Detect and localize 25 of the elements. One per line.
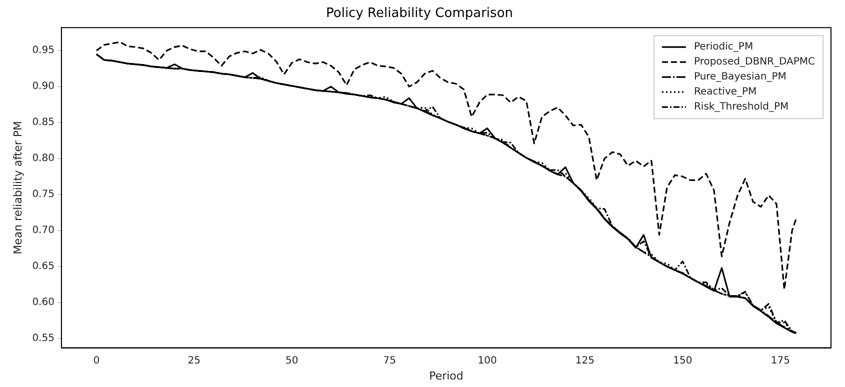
x-tick-label: 150 — [673, 355, 692, 366]
x-tick-label: 175 — [770, 355, 790, 366]
x-axis-title: Period — [429, 369, 464, 382]
y-tick-label: 0.90 — [32, 81, 54, 92]
y-tick-label: 0.60 — [32, 297, 54, 308]
y-axis-title: Mean reliability after PM — [11, 120, 24, 254]
x-tick-label: 25 — [188, 355, 201, 366]
y-tick-label: 0.65 — [32, 261, 54, 272]
y-tick-label: 0.85 — [32, 117, 54, 128]
y-tick-label: 0.55 — [32, 333, 54, 344]
x-tick-label: 50 — [285, 355, 298, 366]
x-tick-label: 100 — [478, 355, 497, 366]
legend-label: Periodic_PM — [694, 42, 754, 53]
legend-label: Pure_Bayesian_PM — [694, 72, 786, 83]
x-tick-label: 125 — [575, 355, 595, 366]
legend-label: Risk_Threshold_PM — [694, 102, 789, 113]
y-tick-label: 0.80 — [32, 153, 54, 164]
y-tick-label: 0.75 — [32, 189, 54, 200]
x-tick-label: 0 — [93, 355, 100, 366]
legend-label: Proposed_DBNR_DAPMC — [694, 56, 816, 68]
x-tick-label: 75 — [383, 355, 396, 366]
chart-title: Policy Reliability Comparison — [326, 6, 514, 22]
y-tick-label: 0.95 — [32, 45, 54, 56]
legend-label: Reactive_PM — [694, 86, 757, 98]
y-tick-label: 0.70 — [32, 225, 54, 236]
